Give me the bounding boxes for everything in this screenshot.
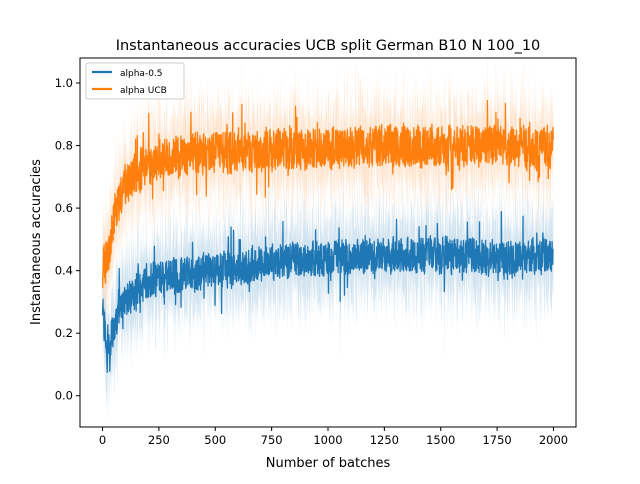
series-band-0 — [102, 163, 554, 425]
legend-label-alpha-0.5: alpha-0.5 — [120, 69, 163, 79]
legend-label-alpha-ucb: alpha UCB — [120, 86, 167, 96]
y-axis: 0.0 0.2 0.4 0.6 0.8 1.0 — [55, 76, 80, 403]
x-tick-label: 1500 — [426, 433, 455, 447]
chart-title: Instantaneous accuracies UCB split Germa… — [116, 38, 541, 54]
y-tick-label: 0.0 — [55, 389, 73, 403]
y-tick-label: 0.8 — [55, 139, 73, 153]
x-axis: 0 250 500 750 1000 1250 1500 1750 2000 — [99, 427, 568, 447]
legend: alpha-0.5 alpha UCB — [85, 62, 185, 100]
x-tick-label: 750 — [261, 433, 283, 447]
y-tick-label: 0.2 — [55, 326, 73, 340]
series-band-1 — [102, 58, 554, 349]
x-tick-label: 0 — [99, 433, 106, 447]
x-tick-label: 1750 — [482, 433, 511, 447]
y-tick-label: 0.6 — [55, 201, 73, 215]
x-tick-label: 1250 — [370, 433, 399, 447]
y-tick-label: 1.0 — [55, 76, 73, 90]
x-tick-label: 250 — [148, 433, 170, 447]
series-line-0 — [101, 211, 554, 373]
y-axis-label: Instantaneous accuracies — [29, 159, 44, 325]
y-tick-label: 0.4 — [55, 264, 73, 278]
x-tick-label: 1000 — [313, 433, 342, 447]
series-layer — [101, 58, 554, 425]
x-axis-label: Number of batches — [266, 456, 391, 471]
x-tick-label: 500 — [204, 433, 226, 447]
series-line-1 — [101, 99, 554, 289]
x-tick-label: 2000 — [539, 433, 568, 447]
